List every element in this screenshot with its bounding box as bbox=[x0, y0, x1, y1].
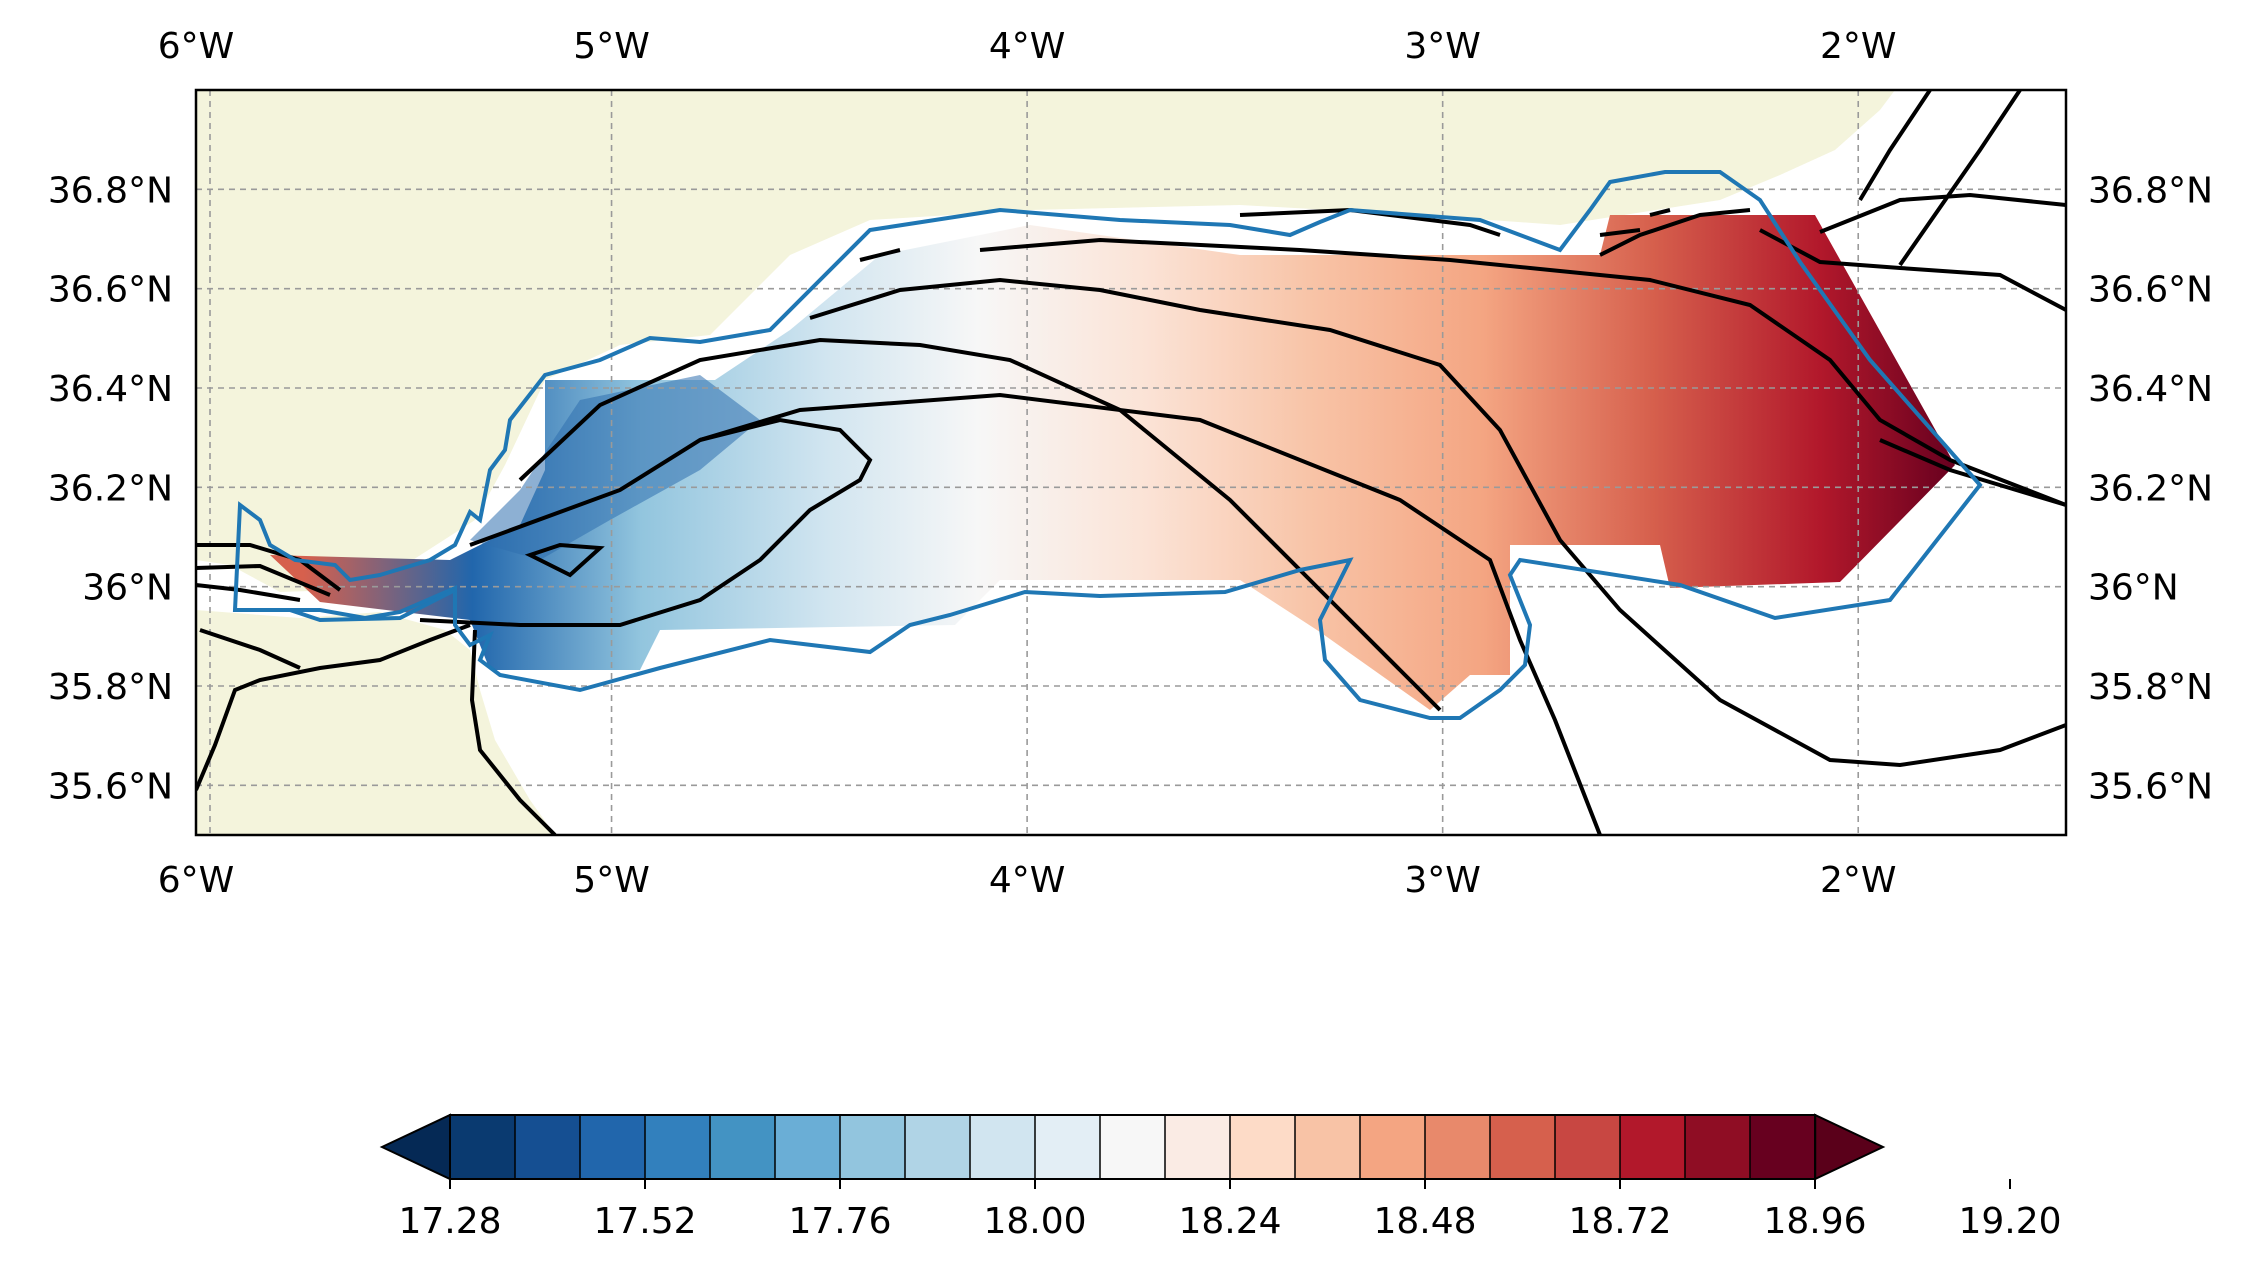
contour-line-18 bbox=[196, 583, 301, 602]
contour-line-3 bbox=[518, 337, 1442, 712]
lat-labels-left: 36.8°N 36.6°N 36.4°N 36.2°N 36°N 35.8°N 35.6°N bbox=[48, 170, 173, 807]
colorbar-swatch bbox=[1034, 1114, 1102, 1180]
contour-line-16 bbox=[196, 543, 342, 592]
lat-label-left: 35.6°N bbox=[48, 766, 173, 807]
colorbar-tick-label: 18.00 bbox=[983, 1201, 1086, 1242]
lat-label-right: 36.2°N bbox=[2088, 468, 2213, 509]
lat-labels-right: 36.8°N 36.6°N 36.4°N 36.2°N 36°N 35.8°N 35.6°N bbox=[2088, 170, 2213, 807]
lon-label-bottom: 6°W bbox=[158, 860, 235, 901]
lat-label-left: 36.8°N bbox=[48, 170, 173, 211]
colorbar-swatch bbox=[1684, 1114, 1752, 1180]
colorbar-swatch bbox=[1424, 1114, 1492, 1180]
contour-line-4 bbox=[809, 277, 2066, 768]
contour-line-19 bbox=[199, 628, 301, 670]
colorbar-swatch bbox=[1294, 1114, 1362, 1180]
contour-line-20 bbox=[196, 623, 471, 791]
colorbar-swatch bbox=[839, 1114, 907, 1180]
colorbar-swatch bbox=[969, 1114, 1037, 1180]
colorbar-border bbox=[449, 1114, 1816, 1180]
colorbar-swatch bbox=[1554, 1114, 1622, 1180]
lat-label-right: 36.4°N bbox=[2088, 369, 2213, 410]
lat-label-left: 36°N bbox=[82, 568, 173, 609]
contour-line-2 bbox=[419, 417, 873, 627]
sst-cold-core bbox=[470, 375, 760, 560]
lon-label-top: 5°W bbox=[573, 26, 650, 67]
colorbar-tick-label: 17.52 bbox=[593, 1201, 696, 1242]
lat-label-left: 36.6°N bbox=[48, 270, 173, 311]
lon-labels-bottom: 6°W 5°W 4°W 3°W 2°W bbox=[158, 860, 1897, 901]
colorbar-swatch bbox=[1359, 1114, 1427, 1180]
colorbar-extend-low bbox=[379, 1113, 451, 1181]
colorbar-swatch bbox=[579, 1114, 647, 1180]
lat-label-right: 36.6°N bbox=[2088, 270, 2213, 311]
contour-line-9 bbox=[1858, 90, 1932, 202]
lon-label-top: 4°W bbox=[989, 26, 1066, 67]
colorbar-swatch bbox=[1749, 1114, 1817, 1180]
colorbar-swatch bbox=[1619, 1114, 1687, 1180]
contour-line-5 bbox=[979, 237, 2066, 507]
colorbar-swatch bbox=[1164, 1114, 1232, 1180]
contour-line-12 bbox=[1239, 207, 1501, 237]
land-north-spain bbox=[196, 90, 1895, 592]
contour-line-11 bbox=[1879, 438, 2066, 507]
colorbar-swatch bbox=[1489, 1114, 1557, 1180]
colorbar-swatch bbox=[709, 1114, 777, 1180]
lat-label-right: 36.8°N bbox=[2088, 170, 2213, 211]
contour-line-15 bbox=[1649, 208, 1671, 217]
lon-label-top: 6°W bbox=[158, 26, 235, 67]
lat-label-left: 35.8°N bbox=[48, 667, 173, 708]
colorbar-tick-label: 17.76 bbox=[788, 1201, 891, 1242]
colorbar-tick-label: 19.20 bbox=[1958, 1201, 2061, 1242]
contour-line-1 bbox=[469, 392, 1602, 835]
colorbar-swatch bbox=[774, 1114, 842, 1180]
colorbar: 17.28 17.52 17.76 18.00 18.24 18.48 18.72 18.96… bbox=[379, 1113, 2062, 1242]
domain-outline bbox=[232, 170, 1983, 720]
colorbar-tick-label: 18.48 bbox=[1373, 1201, 1476, 1242]
contour-line-8 bbox=[1819, 192, 2066, 234]
contour-line-10 bbox=[1898, 90, 2022, 267]
contour-line-21 bbox=[469, 629, 557, 835]
colorbar-swatch bbox=[1099, 1114, 1167, 1180]
contour-line-14 bbox=[1599, 228, 1641, 237]
contour-line-7 bbox=[1759, 228, 2066, 312]
lat-label-right: 35.6°N bbox=[2088, 766, 2213, 807]
lon-label-top: 3°W bbox=[1404, 26, 1481, 67]
contour-lines bbox=[196, 90, 2066, 835]
colorbar-tick-label: 18.72 bbox=[1568, 1201, 1671, 1242]
lat-label-right: 36°N bbox=[2088, 568, 2179, 609]
colorbar-tick-label: 17.28 bbox=[398, 1201, 501, 1242]
lon-label-bottom: 3°W bbox=[1404, 860, 1481, 901]
colorbar-tick-label: 18.24 bbox=[1178, 1201, 1281, 1242]
contour-line-17 bbox=[196, 563, 331, 597]
lon-label-bottom: 2°W bbox=[1820, 860, 1897, 901]
lon-label-bottom: 4°W bbox=[989, 860, 1066, 901]
colorbar-swatch bbox=[904, 1114, 972, 1180]
colorbar-swatch bbox=[514, 1114, 582, 1180]
colorbar-extend-high bbox=[1814, 1113, 1886, 1181]
colorbar-tick-label: 18.96 bbox=[1763, 1201, 1866, 1242]
land-africa bbox=[196, 610, 555, 835]
colorbar-swatch bbox=[1229, 1114, 1297, 1180]
coast-fragment bbox=[289, 588, 456, 623]
lon-label-top: 2°W bbox=[1820, 26, 1897, 67]
contour-line-13 bbox=[859, 248, 901, 262]
contour-line-22 bbox=[524, 542, 605, 578]
colorbar-swatch bbox=[449, 1114, 517, 1180]
contour-line-6 bbox=[1599, 208, 1751, 257]
lat-label-right: 35.8°N bbox=[2088, 667, 2213, 708]
lon-labels-top: 6°W 5°W 4°W 3°W 2°W bbox=[158, 26, 1897, 67]
map-frame bbox=[194, 88, 2068, 837]
colorbar-swatch bbox=[644, 1114, 712, 1180]
lon-label-bottom: 5°W bbox=[573, 860, 650, 901]
lat-label-left: 36.2°N bbox=[48, 468, 173, 509]
lat-label-left: 36.4°N bbox=[48, 369, 173, 410]
